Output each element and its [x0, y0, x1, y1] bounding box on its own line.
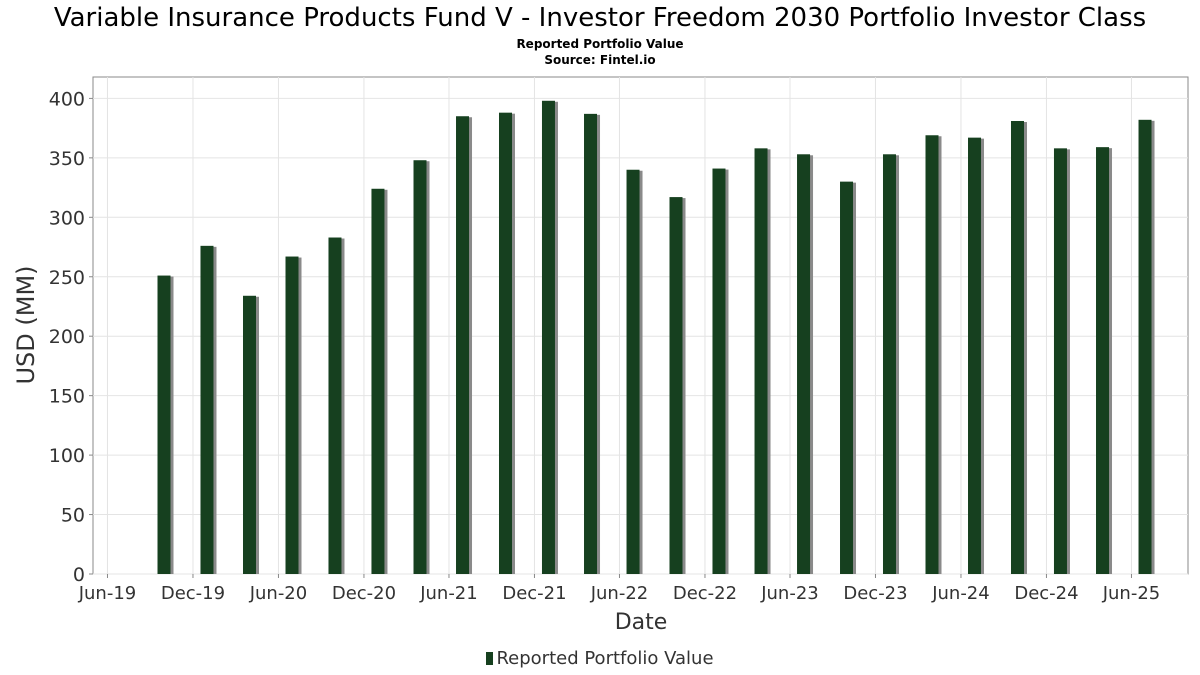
bar	[1096, 147, 1110, 575]
bar	[285, 256, 299, 574]
bar	[1138, 119, 1152, 574]
bar	[712, 168, 726, 575]
y-axis-label: USD (MM)	[12, 265, 40, 384]
legend-swatch	[486, 652, 494, 665]
x-tick-label: Jun-24	[931, 583, 990, 604]
chart-source: Source: Fintel.io	[544, 53, 656, 67]
bar	[1010, 120, 1024, 574]
x-tick-label: Dec-24	[1014, 583, 1078, 604]
bar	[413, 160, 427, 574]
y-tick-label: 0	[73, 564, 85, 586]
chart-subtitle: Reported Portfolio Value	[516, 37, 684, 51]
legend: Reported Portfolio Value	[0, 647, 1200, 671]
bar	[371, 188, 385, 574]
y-tick-label: 150	[49, 386, 85, 408]
y-tick-label: 300	[49, 207, 85, 229]
x-tick-label: Jun-23	[760, 583, 819, 604]
y-tick-label: 400	[49, 88, 85, 110]
y-tick-label: 100	[49, 445, 85, 467]
chart-title: Variable Insurance Products Fund V - Inv…	[53, 3, 1147, 33]
bar	[840, 181, 854, 574]
x-tick-label: Dec-20	[332, 583, 396, 604]
bar	[328, 237, 342, 575]
bar	[925, 135, 939, 574]
y-tick-label: 200	[49, 326, 85, 348]
axes: 0 50 100 150 200 250 300 350 400 Jun-19 Dec-19 Jun-…	[49, 88, 1161, 604]
bar	[754, 148, 768, 574]
x-tick-label: Jun-19	[78, 583, 137, 604]
bar	[882, 154, 896, 575]
y-tick-label: 350	[49, 148, 85, 170]
x-tick-label: Jun-21	[419, 583, 478, 604]
y-tick-label: 250	[49, 267, 85, 289]
bar	[541, 100, 555, 574]
bar	[669, 197, 683, 575]
bar	[200, 245, 214, 574]
legend-label: Reported Portfolio Value	[496, 648, 714, 669]
bar	[1053, 148, 1067, 574]
y-tick-label: 50	[61, 505, 85, 527]
bar	[157, 275, 171, 574]
bar	[626, 169, 640, 574]
bar	[498, 112, 512, 574]
x-tick-label: Jun-25	[1102, 583, 1161, 604]
x-axis-label: Date	[615, 610, 668, 635]
bar	[968, 137, 982, 574]
x-tick-label: Dec-23	[843, 583, 907, 604]
bar	[584, 113, 598, 574]
bar	[797, 154, 811, 575]
x-tick-label: Jun-20	[249, 583, 308, 604]
bars	[157, 100, 1155, 575]
x-tick-label: Dec-19	[161, 583, 225, 604]
x-tick-label: Dec-21	[502, 583, 566, 604]
x-tick-label: Jun-22	[590, 583, 649, 604]
x-tick-label: Dec-22	[673, 583, 737, 604]
bar	[242, 295, 256, 574]
bar	[456, 116, 470, 574]
